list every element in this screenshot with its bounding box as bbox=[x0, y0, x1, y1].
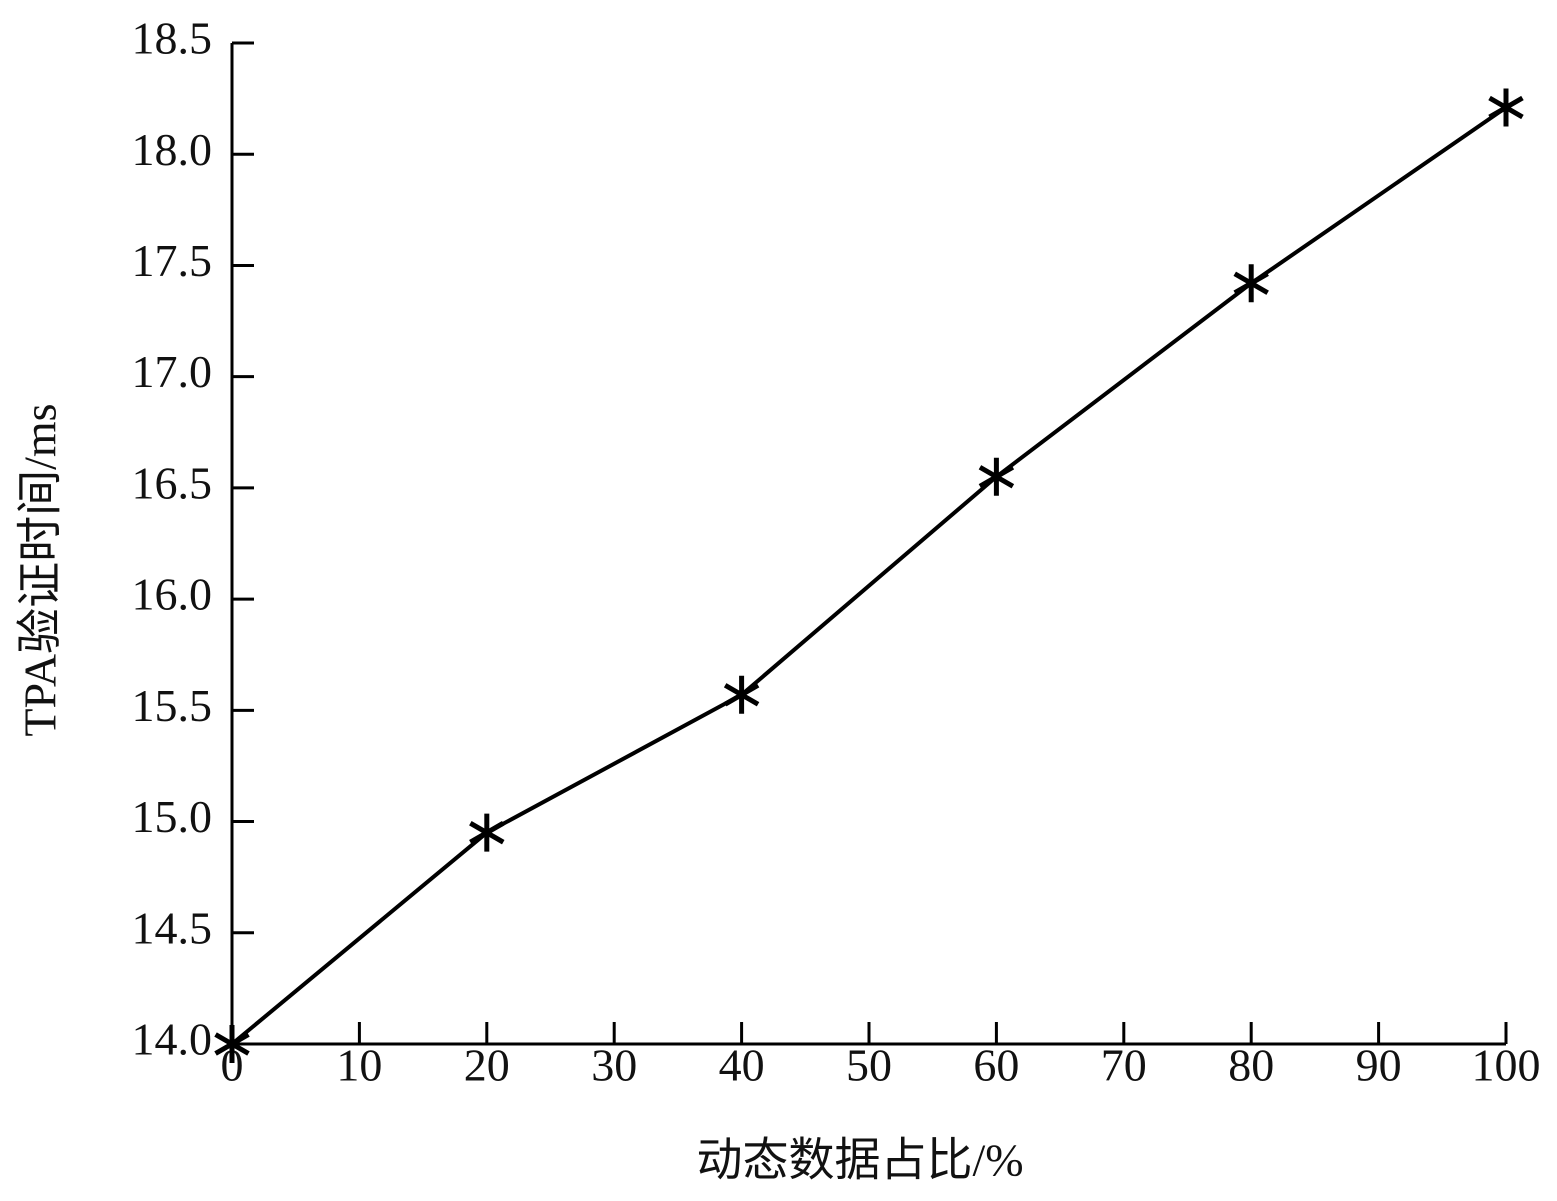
marker bbox=[1488, 88, 1524, 127]
marker bbox=[978, 457, 1015, 496]
x-tick-label: 30 bbox=[591, 1040, 637, 1091]
x-tick-label: 90 bbox=[1356, 1040, 1402, 1091]
marker bbox=[1233, 264, 1269, 303]
x-tick-label: 10 bbox=[336, 1040, 382, 1091]
y-tick-label: 18.0 bbox=[132, 124, 213, 175]
x-tick-label: 100 bbox=[1472, 1040, 1541, 1091]
y-tick-label: 18.5 bbox=[132, 13, 213, 64]
y-tick-label: 14.5 bbox=[132, 902, 213, 953]
y-tick-label: 15.0 bbox=[132, 791, 213, 842]
x-tick-label: 70 bbox=[1101, 1040, 1147, 1091]
y-axis-label: TPA验证时间/ms bbox=[15, 403, 66, 736]
y-tick-label: 16.5 bbox=[132, 457, 213, 508]
y-tick-label: 17.5 bbox=[132, 235, 213, 286]
y-tick-label: 17.0 bbox=[132, 346, 213, 397]
x-axis-label: 动态数据占比/% bbox=[696, 1135, 1023, 1186]
y-tick-label: 15.5 bbox=[132, 680, 213, 731]
y-tick-label: 16.0 bbox=[132, 569, 213, 620]
x-tick-label: 20 bbox=[464, 1040, 510, 1091]
marker bbox=[214, 1025, 250, 1063]
x-tick-label: 40 bbox=[719, 1040, 765, 1091]
x-tick-label: 0 bbox=[221, 1040, 244, 1091]
marker bbox=[469, 813, 505, 852]
x-tick-label: 50 bbox=[846, 1040, 892, 1091]
line bbox=[230, 105, 1508, 1046]
x-tick-label: 60 bbox=[973, 1040, 1019, 1091]
marker bbox=[723, 675, 760, 714]
x-tick-label: 80 bbox=[1228, 1040, 1274, 1091]
y-tick-label: 14.0 bbox=[132, 1014, 213, 1065]
